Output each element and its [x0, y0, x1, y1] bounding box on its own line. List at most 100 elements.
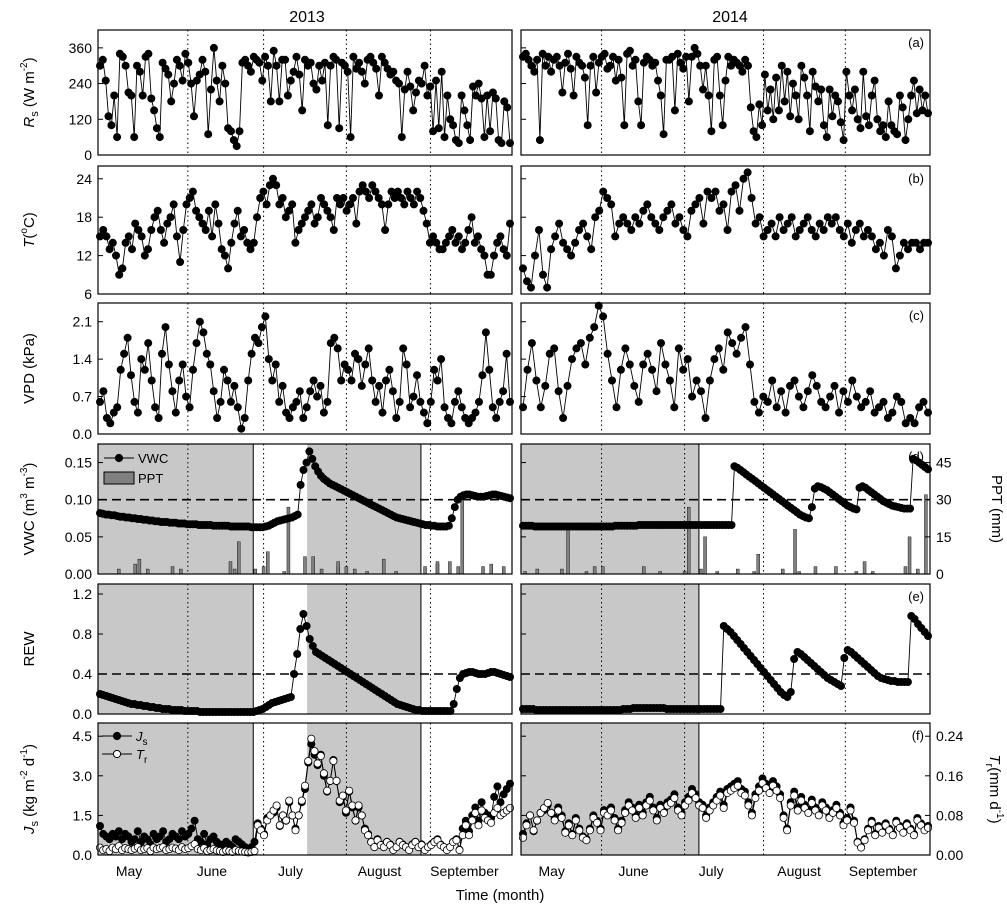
data-point-rs	[752, 133, 761, 142]
data-point-tr	[275, 821, 284, 830]
data-point-tr	[783, 826, 792, 835]
data-point-rs	[580, 73, 589, 82]
data-point-t	[393, 187, 402, 196]
data-point-tr	[631, 813, 640, 822]
data-point-t	[179, 225, 188, 234]
data-point-tr	[857, 843, 866, 852]
data-point-vpd	[192, 339, 201, 348]
data-point-vpd	[151, 403, 160, 412]
data-point-rs	[258, 76, 267, 85]
data-point-t	[551, 232, 560, 241]
data-point-rs	[147, 94, 156, 103]
data-point-rs	[805, 127, 814, 136]
data-point-vpd	[728, 339, 737, 348]
data-point-rs	[169, 79, 178, 88]
data-point-vpd	[826, 392, 835, 401]
data-point-tr	[585, 826, 594, 835]
data-point-t	[839, 232, 848, 241]
data-point-t	[249, 238, 258, 247]
data-point-t	[583, 232, 592, 241]
panel-b: 6 12 18 24 (b) T(oC)	[19, 165, 933, 302]
y-tick-label: 12	[76, 248, 92, 264]
data-point-vpd	[426, 397, 435, 406]
data-point-t	[687, 206, 696, 215]
data-point-tr	[354, 801, 363, 810]
ppt-bar	[903, 566, 908, 575]
data-point-vpd	[147, 376, 156, 385]
panel-frame	[97, 302, 513, 435]
dry-period-shade	[521, 584, 699, 714]
data-point-tr	[351, 816, 360, 825]
y-tick-label: 0.0	[73, 847, 93, 863]
data-point-rs	[454, 139, 463, 148]
data-point-rs	[110, 91, 119, 100]
panel-letter: (f)	[912, 728, 924, 743]
data-point-rs	[423, 91, 432, 100]
data-point-vpd	[185, 403, 194, 412]
data-point-rs	[426, 82, 435, 91]
data-point-t	[563, 245, 572, 254]
panel-frame	[97, 29, 513, 156]
data-point-rs	[215, 97, 224, 106]
data-point-vpd	[392, 413, 401, 422]
data-point-rs	[780, 97, 789, 106]
data-point-t	[288, 200, 297, 209]
data-point-tr	[786, 801, 795, 810]
data-point-vpd	[385, 365, 394, 374]
y-tick-label: 0.4	[73, 666, 93, 682]
data-point-t	[603, 193, 612, 202]
data-point-vpd	[799, 403, 808, 412]
data-point-rs	[272, 61, 281, 70]
ppt-bar	[435, 561, 440, 575]
ppt-bar	[699, 568, 703, 575]
data-point-vpd	[879, 397, 888, 406]
data-point-tr	[684, 796, 693, 805]
data-point-tr	[474, 821, 483, 830]
data-point-vpd	[364, 344, 373, 353]
data-point-rs	[848, 106, 857, 115]
data-point-tr	[670, 794, 679, 803]
data-point-rs	[856, 124, 865, 133]
data-point-vpd	[116, 365, 125, 374]
data-point-vpd	[154, 413, 163, 422]
data-point-t	[166, 213, 175, 222]
panel-c-2013: 0.0 0.7 1.4 2.1	[73, 302, 514, 442]
data-point-vpd	[750, 397, 759, 406]
ppt-bar	[228, 561, 233, 575]
data-point-t	[571, 238, 580, 247]
data-point-t	[671, 219, 680, 228]
data-point-rs	[449, 121, 458, 130]
data-point-rs	[791, 91, 800, 100]
data-point-rs	[760, 70, 769, 79]
y-right-tick-label: 0	[936, 566, 944, 582]
y-right-tick-label: 45	[936, 455, 952, 471]
data-point-vpd	[402, 360, 411, 369]
data-point-vpd	[333, 344, 342, 353]
data-point-tr	[364, 831, 373, 840]
ppt-bar	[703, 536, 707, 575]
data-point-rs	[893, 130, 902, 139]
data-point-rs	[318, 76, 327, 85]
data-point-rs	[150, 106, 159, 115]
data-point-t	[891, 264, 900, 273]
data-point-rs	[281, 55, 290, 64]
data-point-tr	[846, 806, 855, 815]
month-labels: May June July August September May June July Aug…	[116, 863, 918, 879]
data-point-rs	[789, 79, 798, 88]
data-point-vpd	[361, 360, 370, 369]
data-point-tr	[755, 786, 764, 795]
data-point-vpd	[661, 360, 670, 369]
data-point-vpd	[581, 360, 590, 369]
data-point-vpd	[559, 413, 568, 422]
data-point-tr	[649, 806, 658, 815]
y-right-tick-label: 0.24	[936, 728, 963, 744]
panel-a: 0 120 240 360 (a) Rs (W m-2)	[19, 29, 933, 163]
data-point-rs	[746, 103, 755, 112]
panel-f: 0.0 1.5 3.0 4.5 0.00 0.08 0.16 0.24 (f) Js (kg m-…	[19, 722, 1005, 863]
data-point-js	[190, 816, 199, 825]
data-point-rs	[198, 55, 207, 64]
data-point-vpd	[433, 376, 442, 385]
data-point-vpd	[554, 387, 563, 396]
data-point-tr	[790, 791, 799, 800]
